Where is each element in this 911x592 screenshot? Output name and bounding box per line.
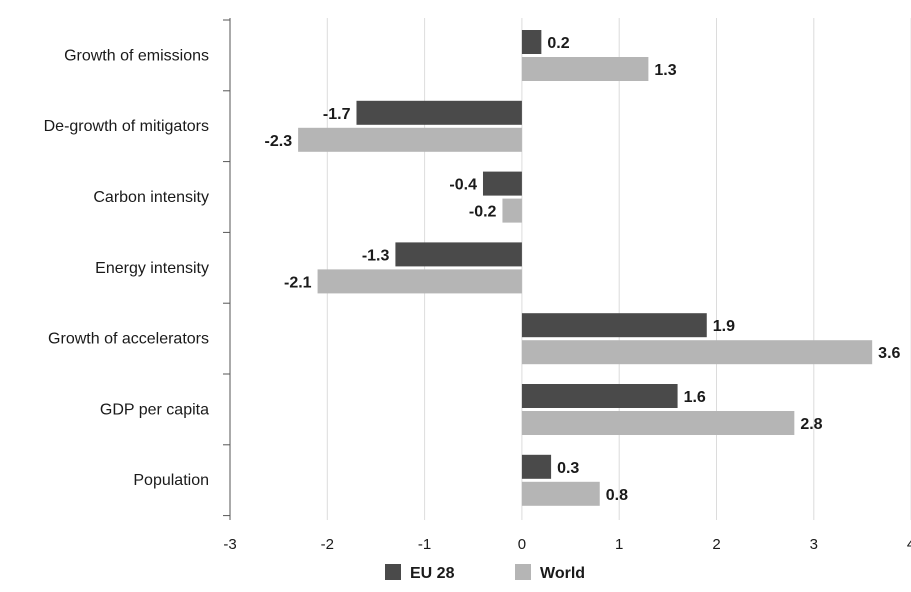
x-tick-label: -1 (418, 536, 431, 553)
bar-world (521, 411, 795, 435)
grid-lines (326, 18, 911, 520)
data-label: 0.3 (557, 460, 579, 477)
category-axis (223, 18, 231, 520)
data-label: 1.9 (713, 318, 735, 335)
category-label: Population (133, 472, 209, 489)
category-label: GDP per capita (100, 401, 209, 418)
bar-eu-28 (521, 313, 707, 338)
category-label: Energy intensity (95, 260, 209, 277)
data-label: -1.7 (323, 106, 351, 123)
data-label: -0.4 (449, 177, 477, 194)
legend-label: EU 28 (410, 565, 455, 582)
data-labels: 0.2 1.3 -1.7 -2.3 -0.4 -0.2 -1.3 -2.1 1.9 3.6 1.6 2… (265, 35, 901, 504)
bar-eu-28 (395, 242, 522, 267)
data-label: 0.8 (606, 487, 628, 504)
category-label: Growth of emissions (64, 47, 209, 64)
legend-swatch (515, 564, 531, 580)
bar-world (298, 127, 522, 152)
category-labels: Growth of emissions De-growth of mitigato… (44, 47, 209, 489)
bar-eu-28 (521, 30, 542, 54)
bars (298, 30, 873, 506)
bar-world (502, 198, 522, 223)
category-label: Carbon intensity (93, 189, 209, 206)
bar-eu-28 (482, 171, 522, 196)
bar-world (521, 340, 873, 365)
x-tick-label: 1 (615, 536, 623, 553)
bar-eu-28 (521, 384, 678, 408)
data-label: 2.8 (800, 416, 822, 433)
bar-world (317, 269, 522, 294)
category-label: Growth of accelerators (48, 331, 209, 348)
data-label: 3.6 (878, 345, 900, 362)
x-tick-label: 4 (907, 536, 911, 553)
x-tick-label: 0 (518, 536, 526, 553)
x-tick-label: -2 (321, 536, 334, 553)
data-label: -1.3 (362, 247, 390, 264)
bar-eu-28 (521, 454, 552, 479)
data-label: 1.3 (654, 62, 676, 79)
x-tick-label: 3 (810, 536, 818, 553)
bar-eu-28 (356, 100, 522, 125)
category-label: De-growth of mitigators (44, 118, 209, 135)
x-tick-label: -3 (223, 536, 236, 553)
data-label: 1.6 (684, 389, 706, 406)
x-tick-label: 2 (712, 536, 720, 553)
legend: EU 28 World (385, 564, 585, 582)
data-label: -2.1 (284, 274, 312, 291)
x-tick-labels: -3 -2 -1 0 1 2 3 4 (223, 536, 911, 553)
legend-label: World (540, 565, 585, 582)
legend-swatch (385, 564, 401, 580)
data-label: -0.2 (469, 204, 497, 221)
data-label: -2.3 (265, 133, 293, 150)
data-label: 0.2 (547, 35, 569, 52)
bar-world (521, 481, 600, 506)
bar-world (521, 57, 649, 81)
